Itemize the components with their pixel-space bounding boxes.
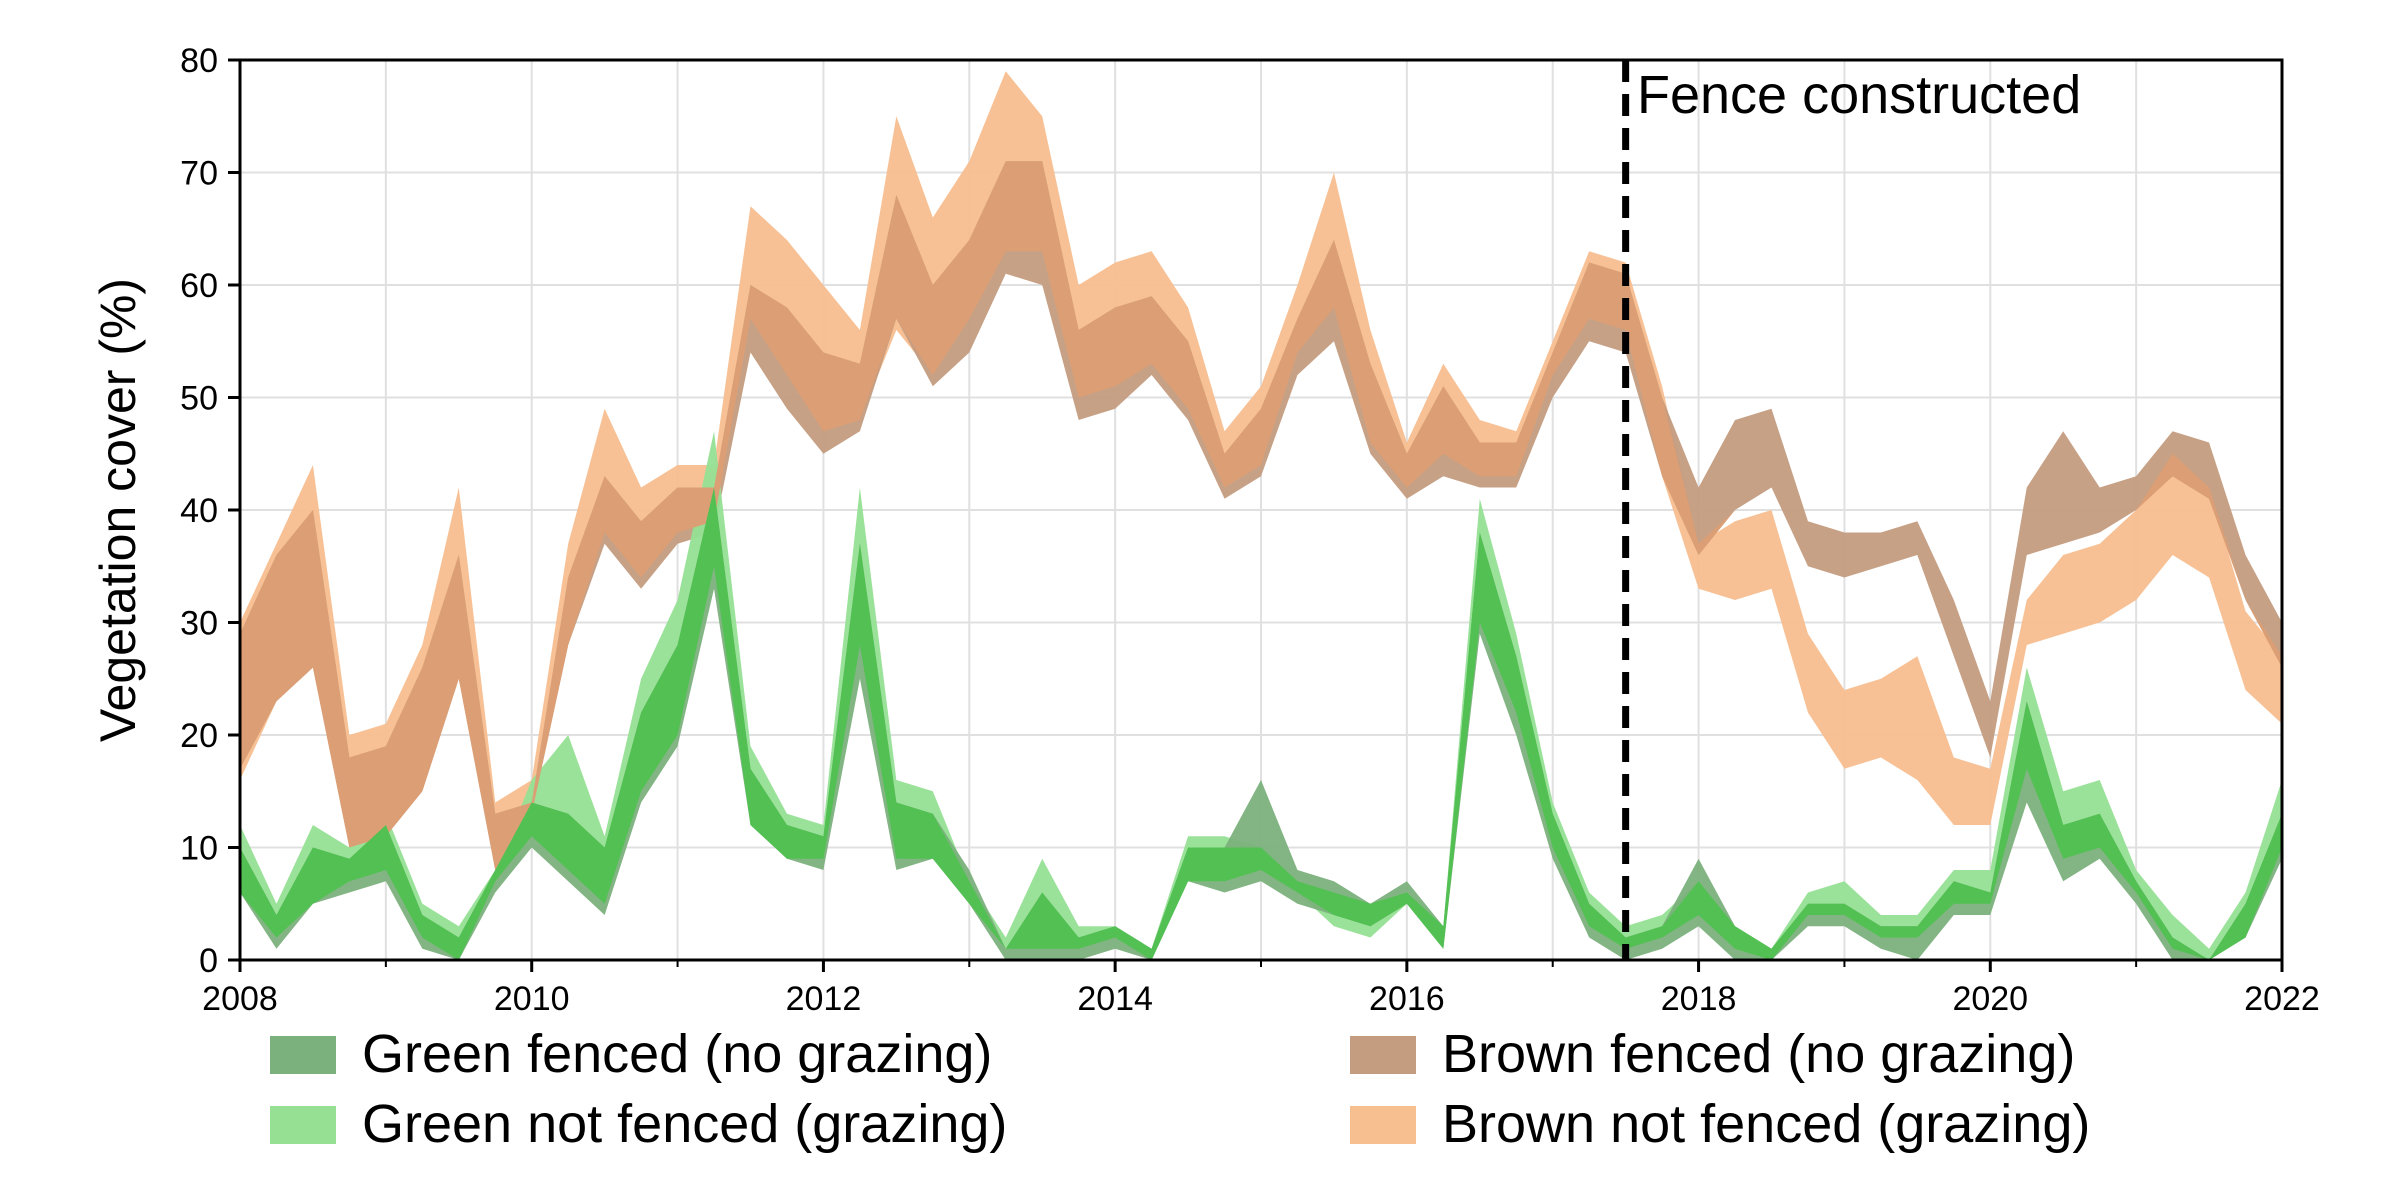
legend: Green fenced (no grazing) Green not fence… (270, 1024, 2090, 1154)
axes: 0 10 20 30 40 50 60 70 80 2008 2010 2012 2014 2016 201… (180, 42, 2320, 1018)
legend-label-green-fenced-no-grazing: Green fenced (no grazing) (362, 1024, 992, 1084)
series-areas (240, 71, 2282, 960)
legend-swatch-brown-not-fenced-grazing (1350, 1106, 1416, 1144)
legend-swatch-green-not-fenced-grazing (270, 1106, 336, 1144)
x-tick-label: 2012 (786, 980, 862, 1018)
area-brown-overlap (240, 161, 2282, 870)
x-tick-label: 2022 (2244, 980, 2320, 1018)
y-tick-label: 10 (180, 830, 218, 868)
y-tick-label: 30 (180, 605, 218, 643)
y-tick-label: 40 (180, 492, 218, 530)
area-brown-fenced-no-grazing (240, 161, 2282, 870)
x-tick-label: 2008 (202, 980, 278, 1018)
area-green-overlap (240, 487, 2282, 960)
x-tick-label: 2010 (494, 980, 570, 1018)
x-tick-label: 2018 (1661, 980, 1737, 1018)
legend-swatch-brown-fenced-no-grazing (1350, 1036, 1416, 1074)
legend-label-green-not-fenced-grazing: Green not fenced (grazing) (362, 1094, 1007, 1154)
y-tick-label: 20 (180, 717, 218, 755)
y-tick-label: 50 (180, 380, 218, 418)
x-tick-label: 2016 (1369, 980, 1445, 1018)
legend-swatch-green-fenced-no-grazing (270, 1036, 336, 1074)
y-axis-label: Vegetation cover (%) (90, 278, 146, 742)
y-tick-label: 80 (180, 42, 218, 80)
legend-label-brown-fenced-no-grazing: Brown fenced (no grazing) (1442, 1024, 2075, 1084)
x-tick-label: 2014 (1077, 980, 1153, 1018)
y-tick-label: 70 (180, 155, 218, 193)
legend-label-brown-not-fenced-grazing: Brown not fenced (grazing) (1442, 1094, 2090, 1154)
x-tick-label: 2020 (1952, 980, 2028, 1018)
fence-annotation-label: Fence constructed (1637, 65, 2081, 125)
y-tick-label: 60 (180, 267, 218, 305)
y-tick-label: 0 (199, 942, 218, 980)
area-brown-not-fenced-grazing (240, 71, 2282, 870)
